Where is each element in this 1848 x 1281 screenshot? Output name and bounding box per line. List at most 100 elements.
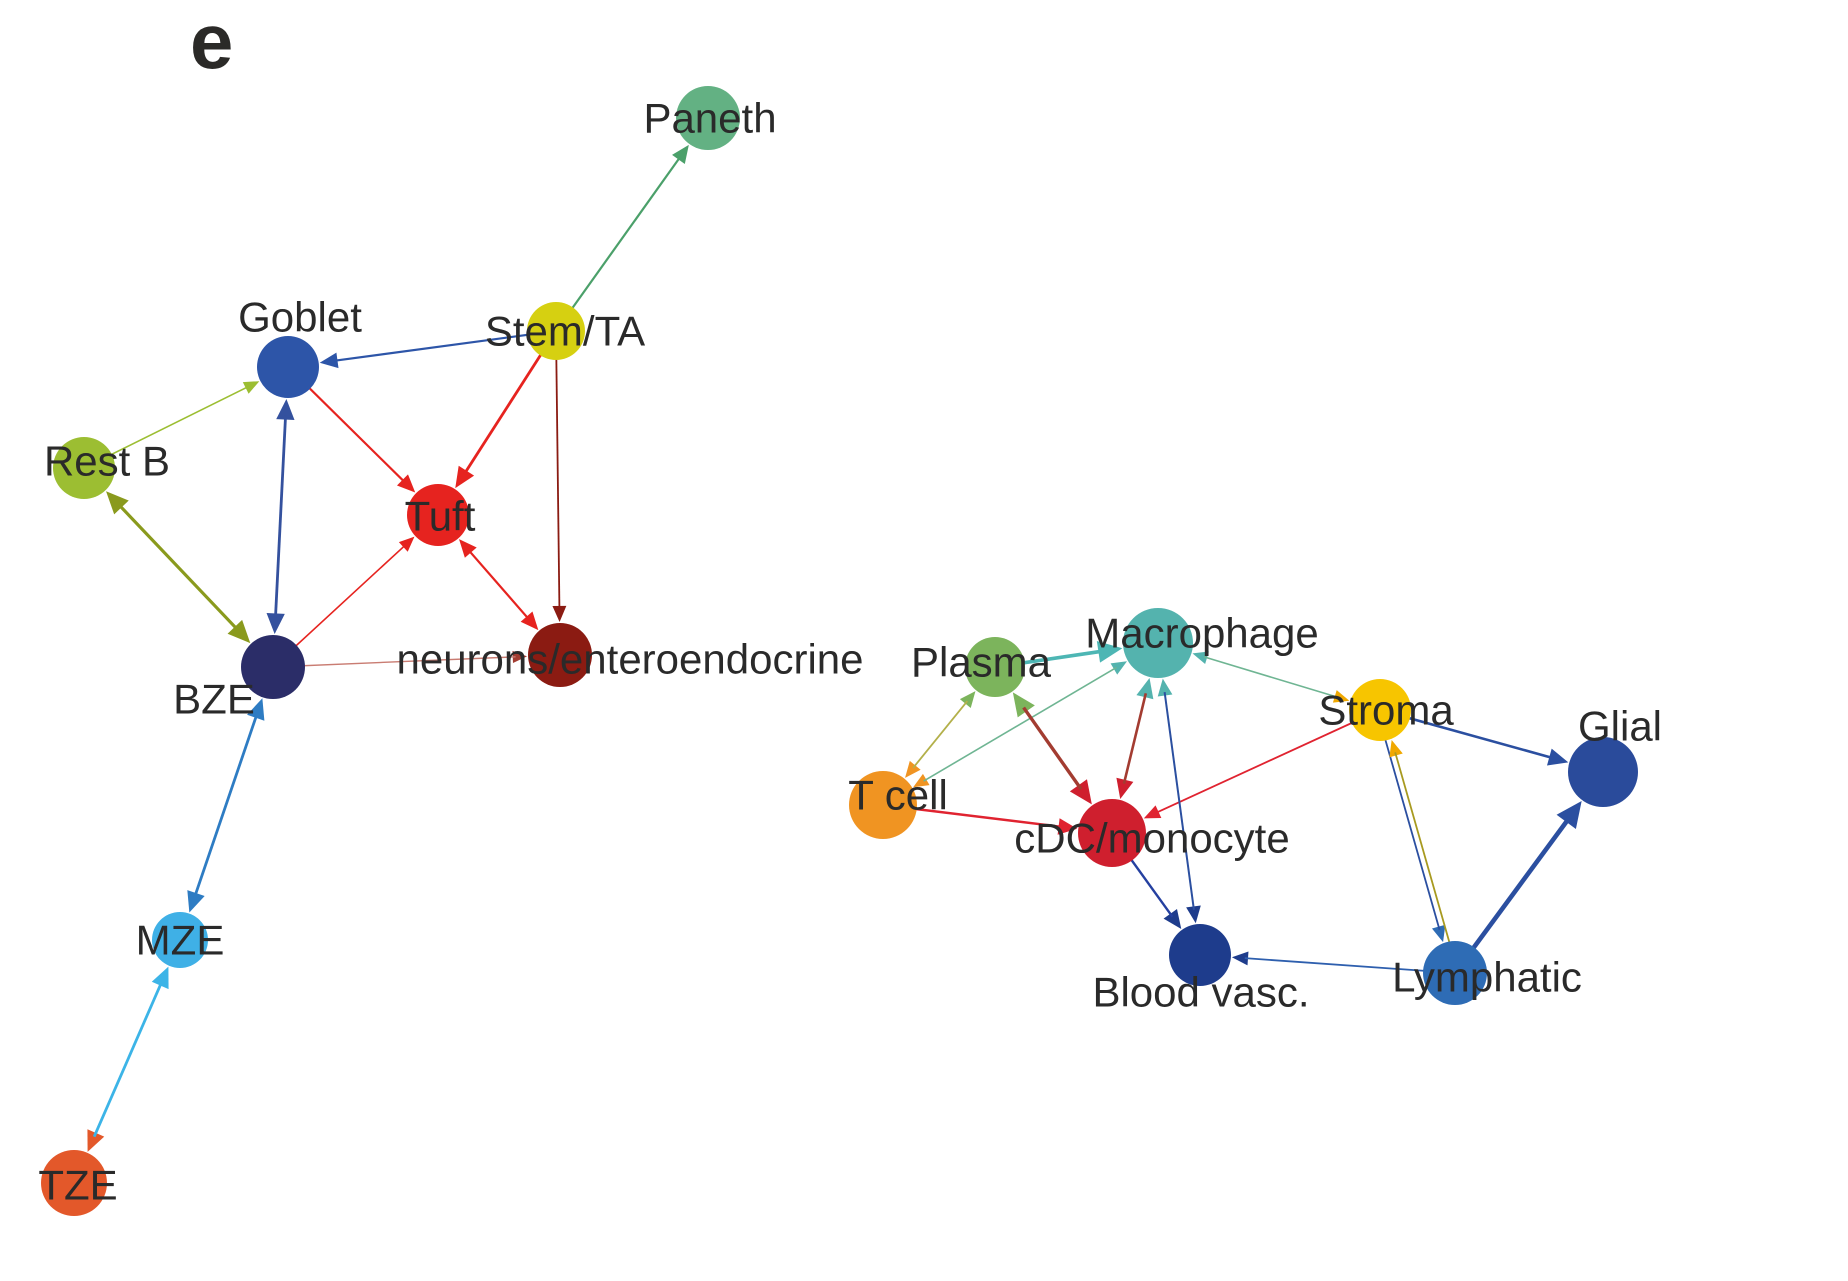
- edge-line: [193, 713, 259, 898]
- edge-line: [1155, 709, 1381, 814]
- arrowhead: [1556, 800, 1582, 830]
- arrowhead: [242, 381, 260, 394]
- arrowhead: [319, 352, 339, 369]
- edge-tcell-macrophage: [913, 661, 1127, 788]
- edge-line: [1394, 752, 1459, 973]
- arrowhead: [552, 605, 567, 623]
- node-label-goblet: Goblet: [238, 294, 362, 341]
- edge-line: [1376, 710, 1441, 930]
- node-label-rest_b: Rest B: [44, 438, 170, 485]
- edge-line: [1453, 816, 1572, 975]
- arrowhead: [1157, 678, 1173, 697]
- node-goblet: [257, 336, 319, 398]
- node-label-stroma: Stroma: [1318, 687, 1454, 734]
- arrowhead: [455, 465, 475, 489]
- node-glial: [1568, 737, 1638, 807]
- arrowhead: [520, 611, 539, 631]
- node-label-plasma: Plasma: [911, 639, 1052, 686]
- edge-line: [117, 503, 240, 632]
- arrowhead: [1069, 779, 1092, 805]
- edge-bze-neurons: [272, 650, 528, 668]
- edge-plasma-cdc: [1012, 692, 1092, 805]
- arrowhead: [1163, 908, 1182, 930]
- arrowhead: [1057, 818, 1078, 835]
- node-label-tcell: T cell: [848, 772, 948, 819]
- edge-goblet-bze: [266, 398, 295, 635]
- arrowhead: [1231, 951, 1249, 966]
- edge-line: [333, 329, 557, 362]
- node-cdc: [1078, 799, 1146, 867]
- node-label-cdc: cDC/monocyte: [1014, 815, 1289, 862]
- node-blood: [1169, 924, 1231, 986]
- edge-lymphatic-stroma: [1389, 739, 1459, 973]
- node-bze: [241, 635, 305, 699]
- arrowhead: [672, 144, 689, 164]
- node-label-mze: MZE: [136, 917, 225, 964]
- nodes-layer: [41, 86, 1638, 1216]
- edge-line: [92, 981, 164, 1138]
- node-paneth: [676, 86, 740, 150]
- arrowhead: [905, 760, 921, 778]
- arrowhead: [1136, 677, 1154, 700]
- edge-line: [274, 415, 287, 618]
- node-mze: [152, 912, 208, 968]
- edge-line: [912, 700, 969, 769]
- edge-line: [923, 666, 1117, 782]
- edge-line: [555, 330, 561, 610]
- edge-stroma-cdc: [1143, 709, 1381, 819]
- edge-mze-tze: [87, 966, 169, 1152]
- arrowhead: [1332, 690, 1350, 703]
- edge-line: [1203, 656, 1338, 699]
- node-label-tuft: Tuft: [405, 493, 476, 540]
- edge-bze-mze: [187, 698, 265, 913]
- node-label-neurons: neurons/enteroendocrine: [396, 636, 863, 683]
- arrowhead: [1110, 661, 1127, 675]
- node-tcell: [849, 771, 917, 839]
- node-stroma: [1349, 679, 1411, 741]
- arrowhead: [913, 773, 930, 788]
- arrowhead: [512, 650, 528, 664]
- edge-line: [467, 549, 530, 621]
- edge-line: [1122, 693, 1148, 784]
- edge-stem_ta-neurons: [552, 330, 567, 623]
- node-label-macrophage: Macrophage: [1085, 610, 1318, 657]
- edge-stroma-lymphatic: [1376, 710, 1446, 943]
- arrowhead: [1096, 640, 1123, 663]
- arrowhead: [1186, 905, 1201, 924]
- edge-stem_ta-paneth: [555, 144, 689, 332]
- edge-line: [1163, 692, 1195, 910]
- arrowhead: [266, 613, 285, 635]
- edge-macrophage-stroma: [1192, 651, 1350, 703]
- arrowhead: [1546, 748, 1569, 766]
- panel-letter: e: [190, 0, 233, 85]
- node-label-bze: BZE: [173, 676, 255, 723]
- node-neurons: [528, 623, 592, 687]
- arrowhead: [276, 398, 295, 420]
- edge-line: [272, 656, 516, 668]
- node-label-stem_ta: Stem/TA: [485, 308, 645, 355]
- node-rest_b: [53, 437, 115, 499]
- labels-layer: Paneth Stem/TA Goblet Rest B Tuft BZE neurons/…: [38, 95, 1662, 1209]
- node-plasma: [965, 637, 1025, 697]
- node-macrophage: [1123, 608, 1193, 678]
- node-label-lymphatic: Lymphatic: [1392, 954, 1582, 1001]
- arrowhead: [396, 474, 416, 493]
- edge-tuft-neurons: [459, 539, 539, 631]
- arrowhead: [227, 619, 251, 644]
- edge-stem_ta-goblet: [319, 329, 557, 369]
- node-label-paneth: Paneth: [643, 95, 776, 142]
- arrowhead: [1389, 739, 1403, 758]
- node-label-glial: Glial: [1578, 703, 1662, 750]
- arrowhead: [247, 698, 265, 721]
- edge-line: [555, 155, 682, 332]
- arrowhead: [1192, 651, 1209, 665]
- node-tuft: [407, 484, 469, 546]
- edge-cdc-macrophage: [1116, 677, 1154, 799]
- arrowhead: [959, 691, 976, 708]
- arrowhead: [187, 890, 205, 913]
- arrowhead: [87, 1129, 105, 1152]
- edge-lymphatic-blood: [1231, 951, 1456, 974]
- arrowhead: [106, 491, 129, 515]
- node-stem_ta: [527, 302, 585, 360]
